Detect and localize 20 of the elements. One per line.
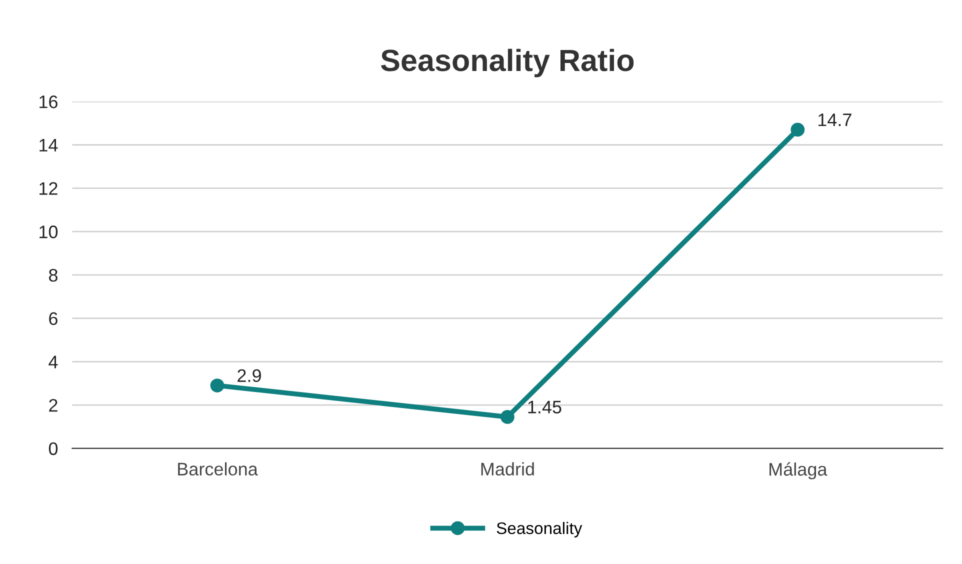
- y-tick-label: 14: [40, 139, 58, 152]
- y-tick-label: 8: [49, 268, 58, 282]
- y-tick-label: 2: [49, 398, 58, 412]
- data-label: 1.45: [528, 400, 562, 414]
- chart-title: Seasonality Ratio: [380, 48, 634, 78]
- y-tick-label: 0: [48, 442, 58, 456]
- point: [790, 122, 805, 137]
- y-tick-label: 16: [40, 95, 58, 108]
- x-tick-label: Barcelona: [178, 462, 258, 476]
- y-tick-label: 6: [49, 312, 58, 326]
- point: [210, 378, 224, 392]
- y-tick-label: 12: [40, 182, 58, 195]
- y-tick-label: 10: [40, 226, 58, 238]
- data-label: 2.9: [238, 369, 261, 382]
- y-tick-label: 4: [48, 356, 58, 368]
- x-tick-label: Madrid: [481, 462, 534, 476]
- point: [500, 410, 514, 424]
- x-tick-label: Málaga: [770, 462, 828, 480]
- legend-label: Seasonality: [496, 522, 582, 538]
- data-label: 14.7: [818, 114, 852, 126]
